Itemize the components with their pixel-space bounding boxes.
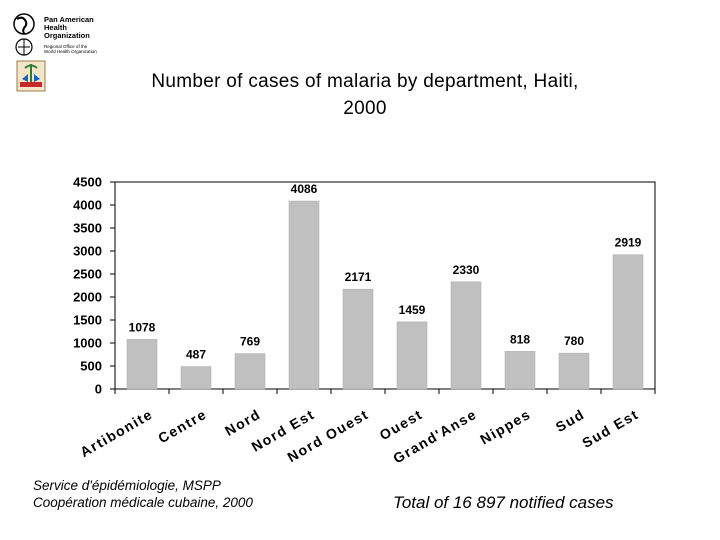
y-tick-label: 1000 — [73, 336, 102, 351]
source-line: Coopération médicale cubaine, 2000 — [33, 495, 253, 510]
data-label: 1459 — [399, 303, 426, 317]
bar — [396, 321, 428, 390]
category-label: Nippes — [477, 406, 533, 448]
org-subtitle: Regional Office of the World Health Orga… — [44, 44, 97, 54]
y-tick-label: 3500 — [73, 221, 102, 236]
y-tick-label: 500 — [80, 359, 102, 374]
chart-layer: 0 500 1000 1500 2000 2500 3000 3500 4000 4500 1078… — [73, 175, 656, 466]
bar-chart: 0 500 1000 1500 2000 2500 3000 3500 4000 4500 1078… — [73, 175, 656, 466]
org-name: Pan American Health Organization — [44, 16, 94, 40]
slide-title: Number of cases of malaria by department… — [70, 68, 660, 122]
bar — [342, 288, 374, 390]
y-tick-label: 2500 — [73, 267, 102, 282]
header-logos: Pan American Health Organization Regiona… — [10, 10, 120, 100]
data-label: 2330 — [453, 263, 480, 277]
y-tick-label: 1500 — [73, 313, 102, 328]
data-label: 780 — [564, 334, 584, 348]
title-line: 2000 — [343, 98, 387, 119]
y-tick-label: 0 — [95, 382, 102, 397]
y-tick-label: 2000 — [73, 290, 102, 305]
bar — [126, 339, 158, 390]
data-label: 769 — [240, 335, 260, 349]
category-label: Centre — [155, 406, 209, 447]
category-label: Sud Est — [579, 406, 641, 451]
source-note: Service d'épidémiologie, MSPP Coopératio… — [33, 477, 253, 511]
category-label: Sud — [553, 406, 588, 435]
data-label: 4086 — [291, 182, 318, 196]
org-name-line: Health — [44, 23, 67, 32]
bar — [558, 352, 590, 390]
data-label: 1078 — [129, 320, 156, 334]
source-line: Service d'épidémiologie, MSPP — [33, 478, 221, 493]
category-label: Artibonite — [77, 406, 155, 460]
org-sub-line: World Health Organization — [44, 49, 97, 54]
y-tick-label: 3000 — [73, 244, 102, 259]
org-name-line: Organization — [44, 31, 90, 40]
y-tick-label: 4000 — [73, 198, 102, 213]
category-label: Nord — [222, 406, 263, 439]
total-cases-note: Total of 16 897 notified cases — [393, 493, 614, 512]
bar — [180, 366, 212, 390]
haiti-emblem-icon — [16, 60, 46, 92]
title-line: Number of cases of malaria by department… — [151, 71, 579, 92]
bar — [612, 254, 644, 390]
bar — [288, 200, 320, 390]
data-label: 818 — [510, 332, 530, 346]
bar — [450, 281, 482, 390]
paho-globe-icon — [13, 13, 35, 56]
bar — [234, 353, 266, 390]
org-sub-line: Regional Office of the — [44, 44, 88, 49]
bar — [504, 351, 536, 390]
org-name-line: Pan American — [44, 15, 94, 24]
data-label: 487 — [186, 348, 206, 362]
data-label: 2171 — [345, 270, 372, 284]
y-tick-label: 4500 — [73, 175, 102, 190]
data-label: 2919 — [615, 236, 642, 250]
